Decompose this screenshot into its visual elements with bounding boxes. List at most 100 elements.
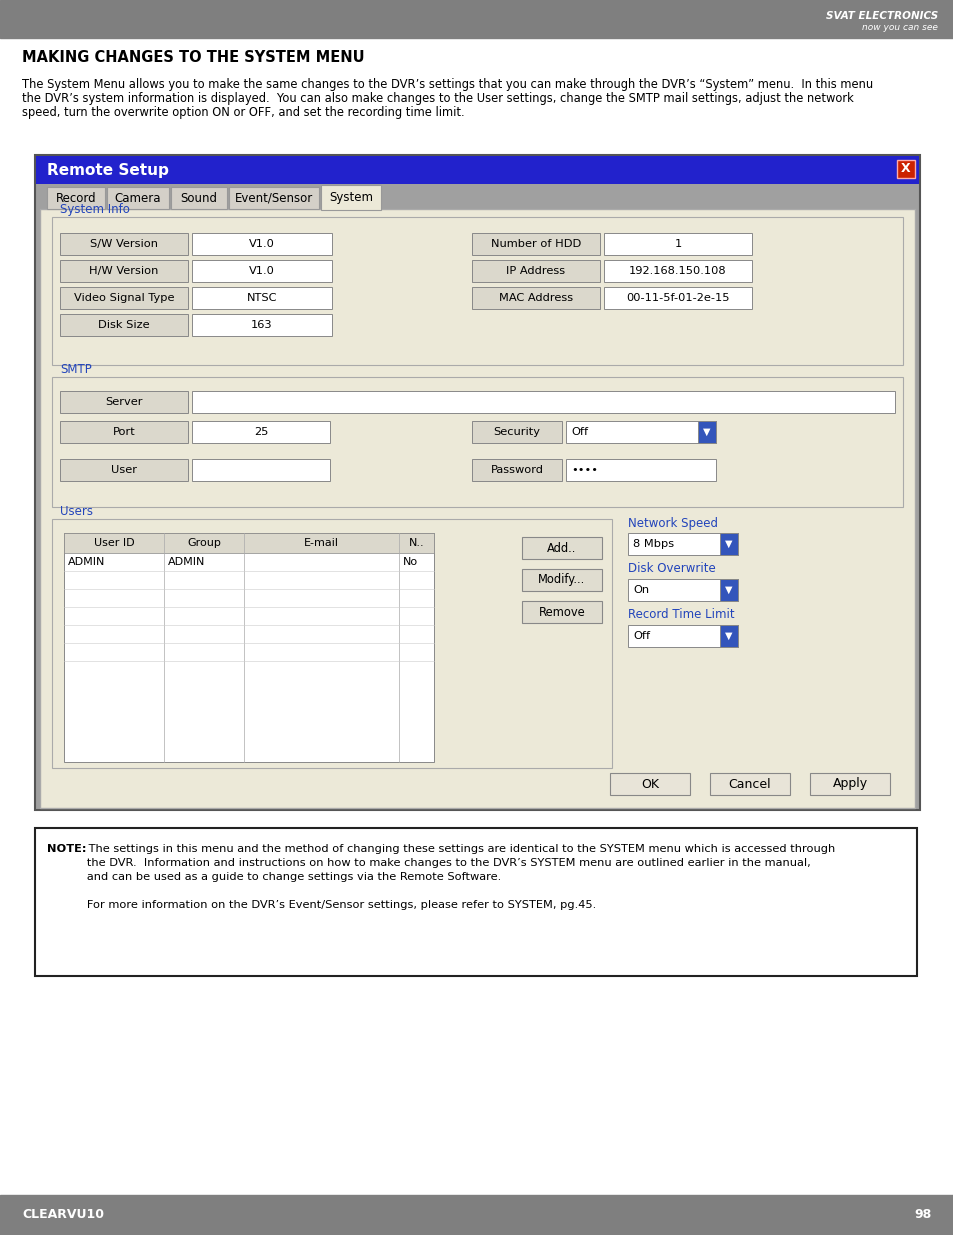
Text: Server: Server bbox=[105, 396, 143, 408]
Bar bbox=[521, 537, 601, 559]
Bar bbox=[472, 459, 561, 480]
Bar bbox=[472, 287, 599, 309]
Text: Remove: Remove bbox=[538, 605, 585, 619]
Bar bbox=[472, 421, 561, 443]
Bar bbox=[60, 261, 188, 282]
Text: Modify...: Modify... bbox=[537, 573, 585, 587]
Bar bbox=[472, 261, 599, 282]
Text: ▼: ▼ bbox=[724, 631, 732, 641]
Bar bbox=[35, 156, 919, 810]
Text: Event/Sensor: Event/Sensor bbox=[234, 191, 313, 205]
Text: User ID: User ID bbox=[93, 538, 134, 548]
Bar bbox=[60, 287, 188, 309]
Text: Video Signal Type: Video Signal Type bbox=[73, 293, 174, 303]
Bar bbox=[609, 773, 689, 795]
Text: ADMIN: ADMIN bbox=[168, 557, 205, 567]
Bar bbox=[320, 185, 380, 210]
Text: H/W Version: H/W Version bbox=[90, 266, 158, 275]
Text: CLEARVU10: CLEARVU10 bbox=[22, 1209, 104, 1221]
Text: 98: 98 bbox=[914, 1209, 931, 1221]
Bar bbox=[720, 625, 738, 647]
Bar bbox=[52, 217, 902, 366]
Bar bbox=[64, 534, 434, 553]
Bar bbox=[40, 209, 914, 808]
Bar bbox=[192, 459, 330, 480]
Text: Users: Users bbox=[60, 505, 92, 517]
Text: The settings in this menu and the method of changing these settings are identica: The settings in this menu and the method… bbox=[85, 844, 835, 853]
Text: 192.168.150.108: 192.168.150.108 bbox=[629, 266, 726, 275]
Text: Disk Overwrite: Disk Overwrite bbox=[627, 562, 715, 576]
Bar bbox=[171, 186, 227, 209]
Bar bbox=[0, 0, 953, 38]
Bar bbox=[64, 534, 434, 762]
Bar bbox=[60, 421, 188, 443]
Text: Record: Record bbox=[55, 191, 96, 205]
Bar bbox=[192, 391, 894, 412]
Bar bbox=[192, 287, 332, 309]
Bar bbox=[698, 421, 716, 443]
Bar bbox=[52, 377, 902, 508]
Bar bbox=[60, 459, 188, 480]
Text: ••••: •••• bbox=[571, 466, 598, 475]
Text: S/W Version: S/W Version bbox=[90, 240, 158, 249]
Bar bbox=[720, 534, 738, 555]
Text: Disk Size: Disk Size bbox=[98, 320, 150, 330]
Text: Add..: Add.. bbox=[547, 541, 576, 555]
Text: Password: Password bbox=[490, 466, 543, 475]
Bar bbox=[35, 827, 916, 976]
Text: ADMIN: ADMIN bbox=[68, 557, 105, 567]
Bar bbox=[627, 625, 738, 647]
Text: now you can see: now you can see bbox=[862, 22, 937, 32]
Text: Remote Setup: Remote Setup bbox=[47, 163, 169, 178]
Text: 8 Mbps: 8 Mbps bbox=[633, 538, 674, 550]
Bar bbox=[627, 579, 738, 601]
Bar bbox=[627, 534, 738, 555]
Text: the DVR’s system information is displayed.  You can also make changes to the Use: the DVR’s system information is displaye… bbox=[22, 91, 853, 105]
Bar bbox=[472, 233, 599, 254]
Text: Sound: Sound bbox=[180, 191, 217, 205]
Text: 00-11-5f-01-2e-15: 00-11-5f-01-2e-15 bbox=[625, 293, 729, 303]
Text: System: System bbox=[329, 191, 373, 204]
Text: 163: 163 bbox=[251, 320, 273, 330]
Bar bbox=[521, 569, 601, 592]
Bar bbox=[36, 156, 918, 184]
Text: No: No bbox=[402, 557, 417, 567]
Bar bbox=[192, 421, 330, 443]
Text: NOTE:: NOTE: bbox=[47, 844, 87, 853]
Text: IP Address: IP Address bbox=[506, 266, 565, 275]
Bar bbox=[809, 773, 889, 795]
Text: the DVR.  Information and instructions on how to make changes to the DVR’s SYSTE: the DVR. Information and instructions on… bbox=[47, 858, 810, 868]
Text: System Info: System Info bbox=[60, 203, 130, 216]
Text: SMTP: SMTP bbox=[60, 363, 91, 375]
Bar bbox=[709, 773, 789, 795]
Text: and can be used as a guide to change settings via the Remote Software.: and can be used as a guide to change set… bbox=[47, 872, 500, 882]
Text: V1.0: V1.0 bbox=[249, 240, 274, 249]
Text: Number of HDD: Number of HDD bbox=[491, 240, 580, 249]
Bar bbox=[720, 579, 738, 601]
Text: Cancel: Cancel bbox=[728, 778, 771, 790]
Text: Off: Off bbox=[571, 427, 587, 437]
Text: V1.0: V1.0 bbox=[249, 266, 274, 275]
Text: 1: 1 bbox=[674, 240, 680, 249]
Text: For more information on the DVR’s Event/Sensor settings, please refer to SYSTEM,: For more information on the DVR’s Event/… bbox=[47, 900, 596, 910]
Text: speed, turn the overwrite option ON or OFF, and set the recording time limit.: speed, turn the overwrite option ON or O… bbox=[22, 106, 464, 119]
Text: N..: N.. bbox=[408, 538, 424, 548]
Bar bbox=[603, 287, 751, 309]
Text: ▼: ▼ bbox=[724, 585, 732, 595]
Bar bbox=[603, 233, 751, 254]
Bar bbox=[107, 186, 169, 209]
Text: The System Menu allows you to make the same changes to the DVR’s settings that y: The System Menu allows you to make the s… bbox=[22, 78, 872, 91]
Bar bbox=[0, 1195, 953, 1235]
Text: Camera: Camera bbox=[114, 191, 161, 205]
Bar bbox=[896, 161, 914, 178]
Text: E-mail: E-mail bbox=[304, 538, 338, 548]
Text: 25: 25 bbox=[253, 427, 268, 437]
Text: On: On bbox=[633, 585, 648, 595]
Text: Port: Port bbox=[112, 427, 135, 437]
Bar bbox=[229, 186, 318, 209]
Bar bbox=[521, 601, 601, 622]
Text: Security: Security bbox=[493, 427, 540, 437]
Text: MAC Address: MAC Address bbox=[498, 293, 573, 303]
Text: Network Speed: Network Speed bbox=[627, 516, 718, 530]
Bar bbox=[565, 421, 716, 443]
